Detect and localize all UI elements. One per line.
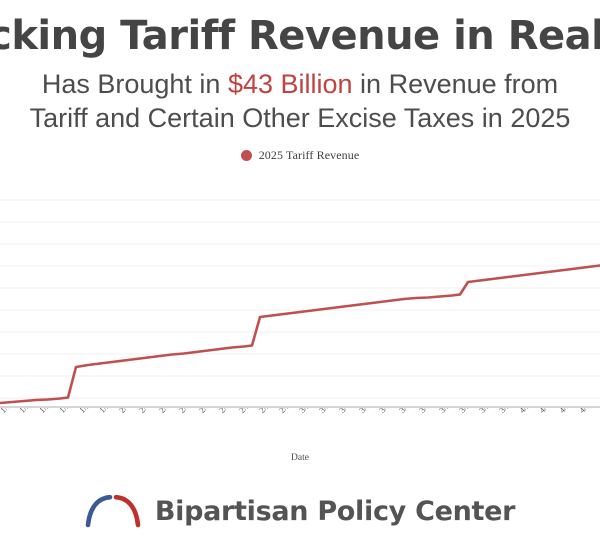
x-tick-label: 3/3/25 (297, 408, 319, 415)
x-tick-label: 4/2/25 (517, 408, 539, 415)
x-tick-label: 2/4/25 (117, 408, 139, 415)
x-tick-label: 2/6/25 (137, 408, 159, 415)
x-tick-label: 4/4/25 (537, 408, 559, 415)
footer-branding: Bipartisan Policy Center (0, 482, 600, 540)
logo-wordmark: Bipartisan Policy Center (154, 495, 516, 527)
x-axis-title: Date (291, 453, 309, 463)
x-tick-label: 3/7/25 (337, 408, 359, 415)
subtitle-line1-post: in Revenue from (352, 68, 559, 99)
x-axis-ticklabels: 1/16/25 1/21/25 1/23/25 1/27/25 1/29/25 … (0, 408, 600, 454)
subtitle-line1: Has Brought in $43 Billion in Revenue fr… (42, 69, 558, 99)
x-tick-label: 4/10/25 (577, 408, 600, 415)
subtitle-line1-pre: Has Brought in (41, 68, 228, 99)
chart-legend: 2025 Tariff Revenue (0, 148, 600, 163)
legend-item-label: 2025 Tariff Revenue (258, 148, 360, 162)
gridlines (0, 199, 600, 399)
page-title: Tracking Tariff Revenue in Real Time (0, 13, 600, 59)
chart-header: Tracking Tariff Revenue in Real Time Has… (0, 0, 600, 136)
revenue-line-series (0, 264, 600, 405)
chart-subtitle: Has Brought in $43 Billion in Revenue fr… (0, 67, 600, 136)
subtitle-highlight-amount: $43 Billion (227, 68, 353, 99)
line-chart-svg (0, 199, 600, 408)
x-tick-label: 4/8/25 (557, 408, 579, 415)
bipartisan-policy-center-arch-logo-icon (85, 494, 141, 528)
legend-swatch-icon (240, 150, 252, 161)
x-tick-label: 3/5/25 (317, 408, 339, 415)
subtitle-line2: Tariff and Certain Other Excise Taxes in… (29, 103, 571, 134)
plot-area (0, 186, 600, 410)
